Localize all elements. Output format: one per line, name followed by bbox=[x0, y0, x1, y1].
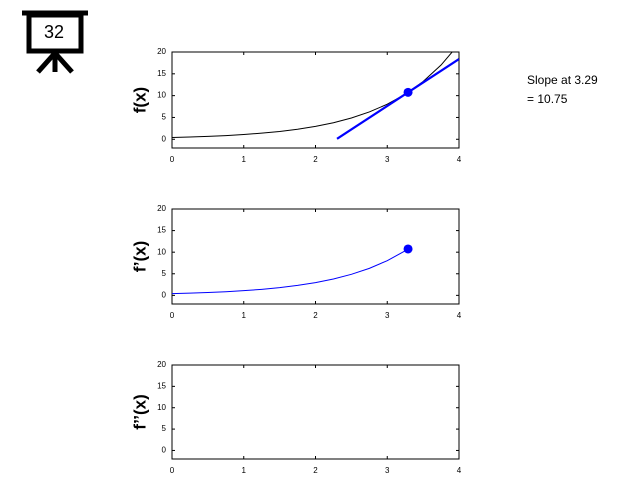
y-axis-label: f’(x) bbox=[130, 241, 149, 272]
x-tick-label: 4 bbox=[457, 155, 462, 164]
y-tick-label: 20 bbox=[157, 47, 166, 56]
y-tick-label: 5 bbox=[162, 424, 167, 433]
plot-area bbox=[172, 52, 459, 140]
badge-icon: 32 bbox=[22, 10, 88, 74]
x-tick-label: 2 bbox=[313, 155, 318, 164]
y-tick-label: 15 bbox=[157, 226, 166, 235]
icon-leg bbox=[36, 51, 57, 74]
curve bbox=[172, 52, 453, 139]
point bbox=[403, 87, 413, 97]
icon-board bbox=[26, 12, 84, 54]
point bbox=[403, 244, 413, 254]
x-tick-label: 3 bbox=[385, 311, 390, 320]
x-tick-label: 0 bbox=[170, 466, 175, 475]
y-tick-label: 10 bbox=[157, 403, 166, 412]
y-tick-label: 10 bbox=[157, 247, 166, 256]
axes-box bbox=[171, 364, 460, 460]
y-tick-label: 20 bbox=[157, 360, 166, 369]
axes-box bbox=[171, 208, 460, 305]
y-tick-label: 15 bbox=[157, 69, 166, 78]
y-tick-label: 5 bbox=[162, 113, 167, 122]
x-tick-label: 4 bbox=[457, 466, 462, 475]
y-tick-label: 20 bbox=[157, 204, 166, 213]
y-tick-label: 10 bbox=[157, 91, 166, 100]
annotation: = 10.75 bbox=[527, 92, 568, 106]
y-tick-label: 0 bbox=[162, 134, 167, 143]
x-tick-label: 4 bbox=[457, 311, 462, 320]
x-tick-label: 3 bbox=[385, 466, 390, 475]
x-tick-label: 1 bbox=[242, 155, 247, 164]
axes-box bbox=[171, 51, 460, 149]
x-tick-label: 0 bbox=[170, 155, 175, 164]
plot-area bbox=[172, 244, 413, 295]
y-tick-label: 15 bbox=[157, 381, 166, 390]
x-tick-label: 2 bbox=[313, 466, 318, 475]
y-axis-label: f’’(x) bbox=[130, 394, 149, 430]
tangent-line bbox=[336, 58, 459, 140]
y-axis-label: f(x) bbox=[130, 87, 149, 113]
annotation: Slope at 3.29 bbox=[527, 73, 598, 87]
x-tick-label: 3 bbox=[385, 155, 390, 164]
curve bbox=[172, 248, 409, 295]
x-tick-label: 2 bbox=[313, 311, 318, 320]
x-tick-label: 1 bbox=[242, 311, 247, 320]
badge-text: 32 bbox=[44, 22, 64, 42]
x-tick-label: 0 bbox=[170, 311, 175, 320]
icon-leg bbox=[53, 51, 74, 74]
y-tick-label: 0 bbox=[162, 290, 167, 299]
x-tick-label: 1 bbox=[242, 466, 247, 475]
y-tick-label: 0 bbox=[162, 446, 167, 455]
y-tick-label: 5 bbox=[162, 269, 167, 278]
